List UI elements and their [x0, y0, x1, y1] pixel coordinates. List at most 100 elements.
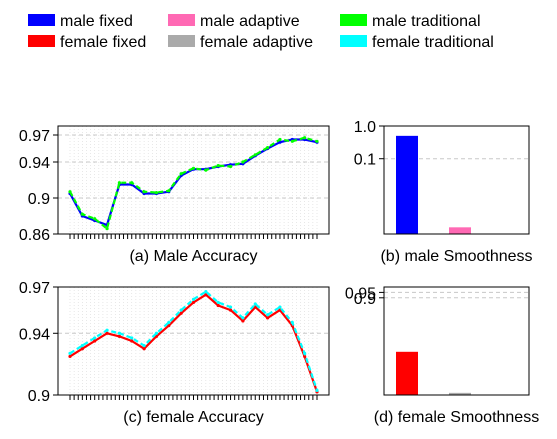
y-tick-label: 0.97 — [19, 128, 50, 145]
y-tick-label: 1.0 — [354, 119, 376, 136]
legend-swatch — [340, 35, 367, 47]
y-tick-label: 0.9 — [28, 191, 50, 208]
data-point — [105, 227, 109, 231]
data-point — [303, 354, 307, 359]
data-point — [80, 347, 84, 351]
data-point — [216, 303, 220, 308]
data-point — [253, 302, 257, 306]
data-point — [241, 319, 245, 323]
data-point — [303, 136, 307, 140]
data-point — [117, 331, 121, 335]
legend-label: male traditional — [372, 13, 481, 30]
chart-title: (d) female Smoothness — [374, 409, 539, 426]
chart-title: (a) Male Accuracy — [129, 248, 257, 265]
data-point — [241, 316, 245, 320]
data-point — [228, 164, 233, 169]
legend-label: female traditional — [372, 34, 494, 51]
data-point — [216, 300, 220, 305]
data-point — [142, 344, 146, 348]
data-point — [80, 212, 84, 216]
data-point — [93, 339, 97, 343]
data-point — [290, 320, 294, 325]
data-point — [241, 160, 245, 164]
legend-swatch — [340, 14, 367, 26]
data-point — [117, 334, 121, 338]
plot-frame — [383, 125, 530, 235]
series-line-male-fixed — [69, 138, 318, 227]
data-point — [154, 191, 159, 195]
chart-title: (b) male Smoothness — [380, 248, 532, 265]
legend-swatch — [28, 35, 55, 47]
data-point — [130, 336, 134, 340]
data-point — [191, 166, 196, 170]
legend: male fixed female fixed male adaptive femal… — [28, 13, 494, 51]
data-point — [228, 305, 233, 309]
male-smoothness-chart: 0.1 1.0 (b) male Smoothness — [354, 119, 533, 265]
legend-label: male fixed — [60, 13, 133, 30]
data-point — [167, 189, 171, 193]
data-point — [191, 297, 196, 301]
y-tick-label: 0.9 — [28, 388, 50, 405]
data-point — [266, 316, 270, 320]
data-point — [105, 328, 109, 332]
data-point — [204, 290, 208, 294]
data-point — [93, 217, 97, 221]
bar-male-adaptive — [449, 227, 471, 234]
legend-label: female adaptive — [200, 34, 313, 51]
data-point — [68, 354, 72, 359]
data-point — [315, 139, 319, 143]
bar-female-fixed — [396, 351, 418, 395]
plot-frame — [383, 286, 530, 396]
legend-label: female fixed — [60, 34, 146, 51]
data-point — [80, 344, 84, 348]
bar-female-adaptive — [449, 392, 471, 395]
legend-label: male adaptive — [200, 13, 300, 30]
data-point — [228, 308, 233, 312]
data-point — [204, 293, 208, 297]
data-point — [315, 388, 319, 392]
data-point — [303, 351, 307, 355]
data-point — [278, 137, 282, 142]
y-tick-label: 0.86 — [19, 227, 50, 244]
data-point — [179, 308, 183, 312]
y-tick-label: 0.9 — [354, 291, 376, 308]
y-tick-label: 0.97 — [19, 280, 50, 297]
data-point — [154, 331, 159, 335]
y-tick-label: 0.94 — [19, 326, 50, 343]
chart-title: (c) female Accuracy — [123, 409, 263, 426]
data-point — [179, 172, 183, 176]
female-accuracy-chart: 0.9 0.94 0.97 (c) female Accuracy — [19, 280, 330, 426]
plot-frame — [57, 286, 330, 396]
legend-swatch — [168, 35, 195, 47]
data-point — [130, 181, 134, 185]
bar-male-fixed — [396, 135, 418, 234]
legend-swatch — [168, 14, 195, 26]
plot-frame — [57, 125, 330, 235]
data-point — [142, 347, 146, 351]
data-point — [278, 140, 282, 144]
data-point — [266, 313, 270, 317]
data-point — [179, 311, 183, 315]
female-smoothness-chart: 0.90.95 (d) female Smoothness — [345, 285, 539, 426]
data-point — [93, 336, 97, 340]
data-point — [191, 300, 196, 305]
data-point — [167, 323, 171, 328]
data-point — [278, 305, 282, 309]
data-point — [68, 190, 72, 194]
data-point — [216, 164, 220, 168]
legend-swatch — [28, 14, 55, 26]
data-point — [167, 320, 171, 325]
y-tick-label: 0.94 — [19, 155, 50, 172]
data-point — [105, 331, 109, 335]
data-point — [253, 153, 257, 157]
data-point — [117, 181, 121, 185]
y-tick-label: 0.95 — [345, 285, 376, 302]
data-point — [266, 146, 270, 150]
data-point — [130, 339, 134, 343]
series-line-female-traditional — [69, 290, 319, 391]
data-point — [204, 168, 208, 172]
data-point — [68, 351, 72, 355]
y-tick-label: 0.1 — [354, 152, 376, 169]
data-point — [290, 139, 294, 143]
